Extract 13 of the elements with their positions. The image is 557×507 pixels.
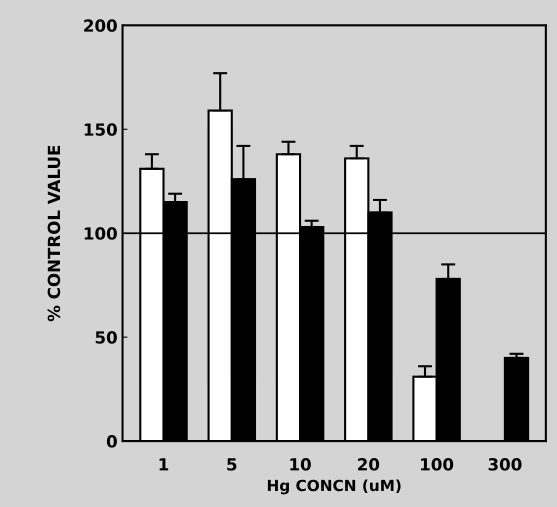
y-tick-label: 200: [84, 19, 117, 32]
y-tick-label: 0: [106, 435, 117, 448]
y-tick-label: 150: [84, 123, 117, 136]
x-tick-label: 300: [488, 458, 522, 471]
y-axis-title: % CONTROL VALUE: [48, 146, 60, 322]
x-axis-title: Hg CONCN (uM): [268, 479, 401, 494]
x-tick-label: 20: [358, 458, 380, 471]
x-tick-label: 5: [227, 458, 236, 471]
x-tick-label: 10: [290, 458, 311, 471]
x-tick-label: 1: [160, 458, 168, 470]
y-tick-label: 50: [96, 331, 117, 344]
x-tick-label: 100: [421, 458, 454, 471]
y-tick-label: 100: [84, 227, 117, 240]
